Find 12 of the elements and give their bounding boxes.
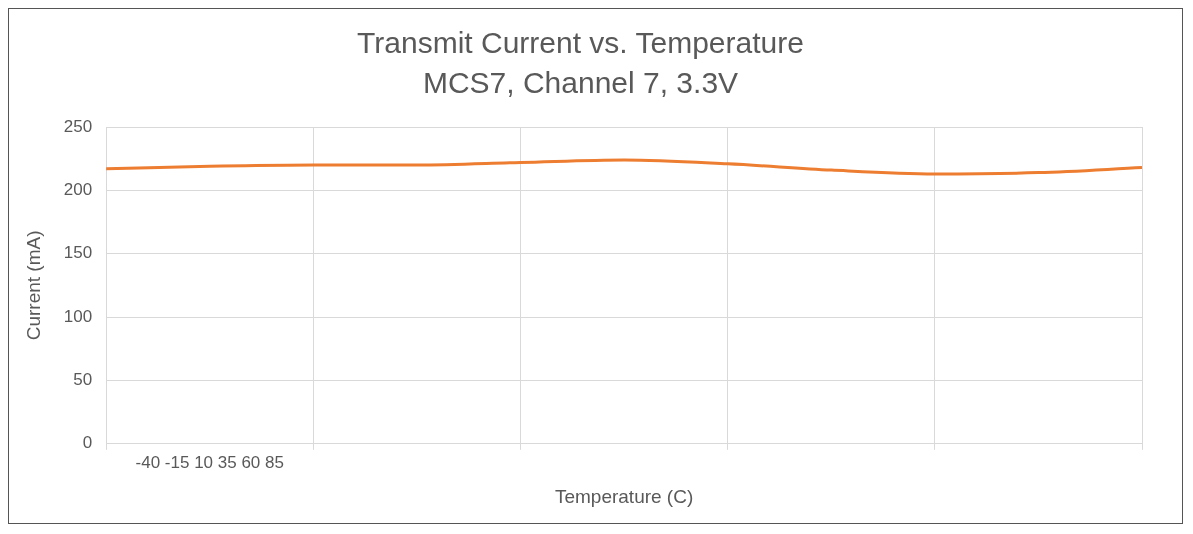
y-tick-label: 150 bbox=[63, 243, 93, 263]
x-axis-title: Temperature (C) bbox=[554, 485, 694, 507]
x-tick-label: -40 -15 10 35 60 85 bbox=[135, 452, 284, 472]
y-axis-title: Current (mA) bbox=[22, 230, 44, 341]
chart-title: Transmit Current vs. Temperature bbox=[357, 26, 804, 60]
y-tick-label: 100 bbox=[63, 306, 93, 326]
chart-subtitle: MCS7, Channel 7, 3.3V bbox=[422, 66, 739, 100]
y-tick-label: 50 bbox=[73, 370, 93, 390]
y-tick-label: 0 bbox=[82, 433, 93, 453]
line-series bbox=[104, 158, 1144, 176]
y-tick-label: 200 bbox=[63, 180, 93, 200]
y-tick-label: 250 bbox=[63, 116, 93, 136]
